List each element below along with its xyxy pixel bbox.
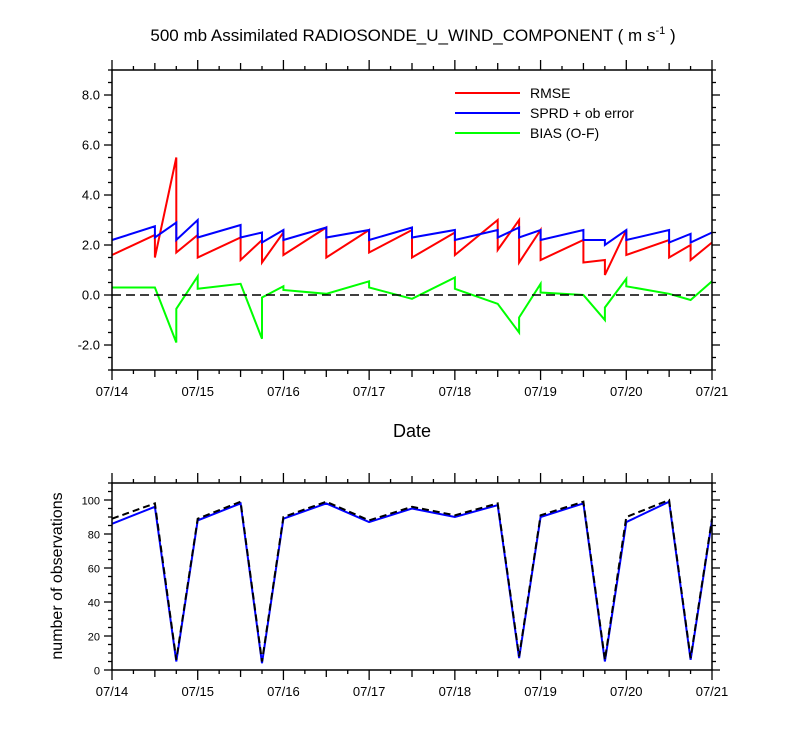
y-tick-label: 4.0: [82, 188, 100, 203]
series-line-2: [111, 498, 713, 662]
x-tick-label: 07/15: [181, 684, 214, 699]
x-tick-label: 07/21: [696, 384, 729, 399]
y-tick-label: 8.0: [82, 88, 100, 103]
legend-label: SPRD + ob error: [530, 105, 634, 121]
y-tick-label: 6.0: [82, 138, 100, 153]
x-tick-label: 07/20: [610, 684, 643, 699]
chart-title: 500 mb Assimilated RADIOSONDE_U_WIND_COM…: [150, 25, 675, 45]
x-tick-label: 07/18: [439, 384, 472, 399]
y-tick-label: -2.0: [78, 338, 100, 353]
series-line-3: [112, 272, 713, 343]
series-line-2: [111, 217, 713, 247]
y-tick-label: 80: [88, 530, 100, 542]
y-tick-label: 40: [88, 598, 100, 610]
x-tick-label: 07/15: [181, 384, 214, 399]
legend-label: RMSE: [530, 85, 570, 101]
series-line-1: [111, 500, 713, 664]
x-tick-label: 07/20: [610, 384, 643, 399]
y-tick-label: 60: [88, 564, 100, 576]
y-tick-label: 100: [82, 496, 100, 508]
x-tick-label: 07/14: [96, 384, 129, 399]
x-tick-label: 07/17: [353, 684, 386, 699]
legend-label: BIAS (O-F): [530, 125, 599, 141]
y-tick-label: 2.0: [82, 238, 100, 253]
x-tick-label: 07/21: [696, 684, 729, 699]
x-tick-label: 07/18: [439, 684, 472, 699]
bottom-chart-observation-count: 07/14 07/15 07/16 07/17 07/18 07/19 07/20 07/21…: [82, 473, 729, 699]
bottom-plot-frame: [111, 482, 713, 671]
x-tick-label: 07/17: [353, 384, 386, 399]
y-axis-label-observations: number of observations: [49, 492, 66, 659]
x-tick-label: 07/14: [96, 684, 129, 699]
series-line-1: [111, 157, 713, 276]
x-tick-label: 07/16: [267, 384, 300, 399]
x-tick-label: 07/16: [267, 684, 300, 699]
x-axis-label: Date: [393, 421, 431, 441]
x-tick-label: 07/19: [524, 684, 557, 699]
y-tick-label: 0: [94, 666, 100, 678]
y-tick-label: 0.0: [82, 288, 100, 303]
x-tick-label: 07/19: [524, 384, 557, 399]
y-tick-label: 20: [88, 632, 100, 644]
top-chart-rmse-spread-bias: 07/14 07/15 07/16 07/17 07/18 07/19 07/20 07/21…: [78, 60, 729, 399]
